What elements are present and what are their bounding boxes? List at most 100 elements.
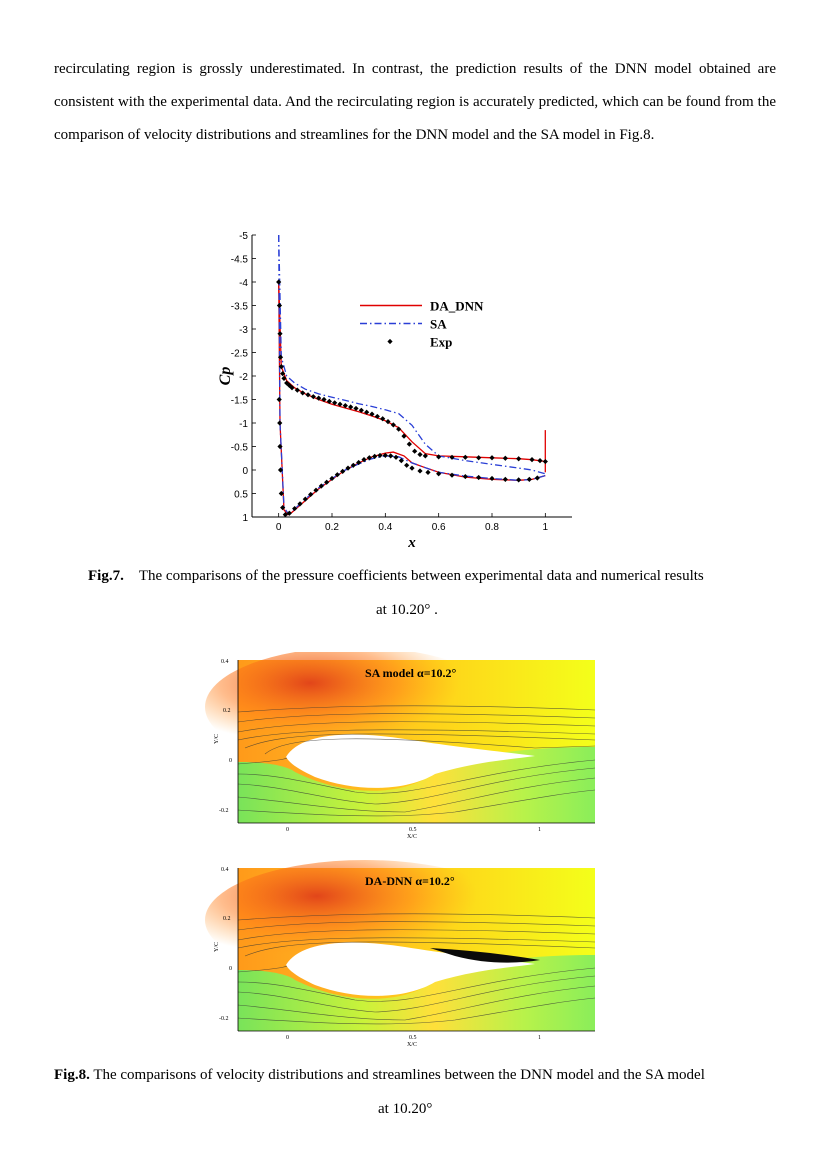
x-tick-label-1: 0.2: [325, 522, 339, 533]
exp-point-27: [385, 418, 391, 425]
legend-label-exp: Exp: [430, 335, 452, 350]
exp-point-22: [358, 407, 364, 413]
y-tick-label-2: -4: [239, 278, 248, 289]
sa-ytick-0: 0.4: [221, 659, 229, 665]
exp-point-72: [393, 454, 399, 460]
x-tick-label-0: 0: [276, 522, 282, 533]
exp-point-30: [401, 433, 407, 439]
exp-point-23: [364, 409, 370, 415]
exp-point-39: [489, 455, 495, 461]
exp-point-48: [277, 467, 284, 473]
exp-point-82: [489, 475, 495, 482]
y-axis-label: Cp: [217, 367, 234, 386]
dnn-ytick-3: -0.2: [219, 1016, 229, 1022]
exp-point-47: [277, 443, 283, 450]
exp-point-66: [361, 457, 367, 463]
exp-point-85: [526, 476, 532, 482]
x-tick-label-3: 0.6: [432, 522, 446, 533]
fig7-caption-line2: at 10.20° .: [376, 602, 438, 618]
y-tick-label-9: -0.5: [231, 443, 249, 454]
x-tick-label-2: 0.4: [378, 522, 392, 533]
legend-label-sa: SA: [430, 317, 447, 332]
exp-point-33: [417, 451, 423, 458]
fig8-caption-line1: Fig.8. The comparisons of velocity distr…: [54, 1067, 705, 1084]
sa-upper-line: [278, 234, 546, 475]
exp-point-6: [281, 375, 287, 381]
exp-point-63: [345, 465, 351, 471]
exp-point-15: [321, 396, 327, 403]
exp-point-60: [329, 475, 335, 482]
y-tick-label-12: 1: [242, 513, 248, 524]
exp-point-18: [337, 401, 343, 407]
sa-xlabel: X/C: [407, 834, 417, 840]
legend-marker-exp: [387, 338, 393, 345]
exp-point-69: [377, 452, 383, 459]
exp-point-21: [353, 405, 359, 412]
flow-panel-sa: 0.4 0.2 0 -0.2 0 0.5 1 X/C Y/C SA model …: [205, 652, 596, 840]
fig7-caption-line1: Fig.7. The comparisons of the pressure c…: [88, 568, 704, 585]
exp-point-32: [412, 448, 418, 454]
sa-xtick-1: 0.5: [409, 827, 417, 833]
fig8-caption-line2: at 10.20°: [378, 1101, 433, 1117]
exp-point-80: [462, 473, 468, 480]
cp-chart: -5 -4.5 -4 -3.5 -3 -2.5 -2 -1.5 -1 -0.5 0 0.5 1 0 0.2 0…: [217, 231, 572, 551]
x-axis-label: x: [407, 535, 416, 551]
exp-point-44: [542, 458, 548, 465]
exp-point-24: [369, 411, 375, 417]
sa-xtick-0: 0: [286, 827, 289, 833]
dnn-xtick-0: 0: [286, 1035, 289, 1041]
exp-point-3: [277, 354, 284, 360]
y-tick-label-8: -1: [239, 419, 248, 430]
exp-point-71: [388, 453, 394, 459]
dnn-ytick-1: 0.2: [223, 916, 231, 922]
fig8-caption-text: The comparisons of velocity distribution…: [93, 1067, 705, 1083]
exp-point-54: [297, 501, 303, 507]
y-tick-label-10: 0: [242, 466, 248, 477]
exp-point-13: [310, 394, 316, 400]
sa-ytick-3: -0.2: [219, 808, 229, 814]
exp-point-36: [449, 454, 455, 460]
legend-label-da-dnn: DA_DNN: [430, 299, 484, 314]
exp-point-37: [462, 454, 468, 460]
exp-point-75: [409, 465, 415, 471]
exp-point-42: [529, 457, 535, 463]
exp-point-2: [277, 331, 283, 337]
exp-point-16: [326, 398, 332, 404]
exp-point-86: [534, 475, 540, 481]
y-tick-label-7: -1.5: [231, 396, 249, 407]
exp-point-45: [276, 396, 282, 403]
fig8-label: Fig.8.: [54, 1067, 90, 1083]
exp-point-51: [282, 512, 288, 518]
exp-point-12: [305, 392, 311, 398]
exp-point-38: [476, 455, 482, 461]
y-tick-label-11: 0.5: [234, 490, 248, 501]
sa-ylabel: Y/C: [214, 734, 220, 744]
exp-point-84: [516, 477, 522, 483]
exp-point-68: [372, 453, 378, 459]
dnn-xtick-1: 0.5: [409, 1035, 417, 1041]
y-tick-label-1: -4.5: [231, 255, 249, 266]
da-dnn-upper-line: [278, 281, 546, 463]
fig7-caption-text: The comparisons of the pressure coeffici…: [138, 568, 704, 584]
sa-ytick-1: 0.2: [223, 708, 231, 714]
exp-point-50: [280, 505, 286, 511]
dnn-ytick-2: 0: [229, 966, 232, 972]
exp-point-57: [313, 487, 319, 493]
exp-point-76: [417, 468, 423, 474]
y-tick-label-6: -2: [239, 372, 248, 383]
y-tick-label-5: -2.5: [231, 349, 249, 360]
fig7-label: Fig.7.: [88, 568, 124, 584]
exp-point-74: [404, 462, 410, 468]
exp-point-79: [449, 472, 455, 478]
sa-ytick-2: 0: [229, 758, 232, 764]
dnn-ytick-0: 0.4: [221, 867, 229, 873]
exp-point-83: [502, 476, 508, 482]
dnn-panel-title: DA-DNN α=10.2°: [365, 874, 455, 888]
y-tick-label-4: -3: [239, 325, 248, 336]
y-tick-label-3: -3.5: [231, 302, 249, 313]
x-tick-label-5: 1: [543, 522, 549, 533]
exp-point-0: [276, 279, 282, 285]
exp-point-40: [502, 455, 508, 461]
exp-point-77: [425, 469, 431, 475]
exp-point-28: [390, 422, 396, 428]
